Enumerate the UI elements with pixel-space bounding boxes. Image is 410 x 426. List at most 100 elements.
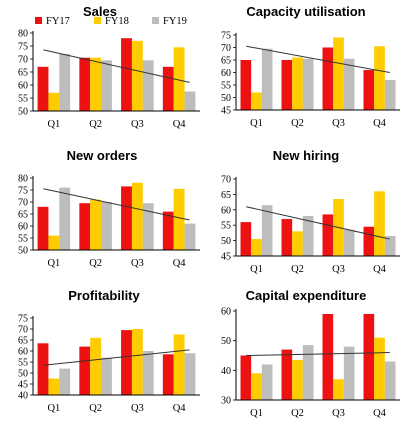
y-tick-label: 40 bbox=[18, 391, 28, 402]
bar-fy19-q2 bbox=[302, 58, 314, 110]
bar-fy17-q2 bbox=[79, 57, 91, 111]
bar-fy19-q3 bbox=[343, 229, 355, 256]
bar-fy17-q4 bbox=[363, 313, 375, 400]
y-tick-label: 50 bbox=[18, 107, 28, 118]
bar-fy18-q1 bbox=[251, 373, 262, 400]
bar-fy19-q2 bbox=[101, 202, 112, 250]
bar-fy17-q1 bbox=[37, 66, 49, 111]
y-tick-label: 60 bbox=[18, 81, 28, 92]
y-tick-label: 55 bbox=[221, 81, 231, 92]
bar-fy18-q1 bbox=[48, 378, 60, 395]
bar-fy17-q2 bbox=[281, 219, 293, 256]
bar-fy17-q3 bbox=[121, 186, 132, 250]
bar-fy18-q2 bbox=[292, 231, 303, 256]
chart-panel: Sales 50 55 60 65 70 75 80 Q1 Q2 Q3 Q4 bbox=[18, 4, 200, 130]
bar-fy19-q4 bbox=[184, 353, 196, 395]
bar-fy18-q4 bbox=[374, 46, 385, 110]
bar-fy18-q1 bbox=[48, 235, 60, 250]
bar-fy17-q3 bbox=[322, 214, 334, 256]
x-tick-label: Q1 bbox=[250, 264, 263, 275]
bar-fy18-q4 bbox=[374, 337, 385, 400]
trend-line bbox=[246, 206, 390, 240]
chart-panel: Capital expenditure 30 40 50 60 Q1 Q2 Q3 Q4 bbox=[221, 288, 400, 419]
x-tick-label: Q1 bbox=[47, 403, 60, 414]
bar-fy19-q1 bbox=[261, 364, 273, 400]
y-tick-label: 65 bbox=[18, 68, 28, 79]
bar-fy17-q4 bbox=[162, 354, 174, 395]
chart-title: Sales bbox=[83, 4, 117, 19]
x-tick-label: Q2 bbox=[89, 258, 102, 269]
x-tick-label: Q2 bbox=[89, 119, 102, 130]
y-tick-label: 80 bbox=[18, 174, 28, 185]
y-tick-label: 75 bbox=[18, 186, 28, 197]
bar-fy18-q1 bbox=[48, 92, 60, 111]
chart-title: Capital expenditure bbox=[246, 288, 367, 303]
legend-swatch-fy18 bbox=[94, 17, 101, 24]
y-tick-label: 65 bbox=[18, 210, 28, 221]
bar-fy19-q2 bbox=[101, 60, 112, 111]
trend-line bbox=[43, 188, 190, 221]
y-tick-label: 70 bbox=[221, 43, 231, 54]
bar-fy17-q1 bbox=[240, 222, 252, 256]
bar-fy19-q4 bbox=[184, 91, 196, 111]
bar-fy19-q4 bbox=[384, 361, 396, 400]
bar-fy18-q2 bbox=[90, 57, 102, 111]
bar-fy17-q3 bbox=[121, 38, 132, 112]
bar-fy17-q2 bbox=[281, 349, 293, 400]
bar-fy18-q3 bbox=[131, 182, 143, 250]
bar-fy19-q3 bbox=[142, 60, 154, 111]
bar-fy17-q4 bbox=[162, 66, 174, 111]
bar-fy19-q2 bbox=[302, 345, 314, 400]
bar-fy18-q2 bbox=[90, 199, 102, 250]
bar-fy18-q2 bbox=[292, 359, 303, 400]
bar-fy19-q2 bbox=[101, 357, 112, 395]
bar-fy19-q1 bbox=[59, 187, 71, 250]
y-tick-label: 50 bbox=[18, 369, 28, 380]
bar-fy17-q1 bbox=[240, 60, 252, 110]
bar-fy17-q1 bbox=[37, 206, 49, 250]
x-tick-label: Q4 bbox=[373, 118, 387, 129]
legend-label-fy19: FY19 bbox=[163, 16, 187, 27]
chart-title: Profitability bbox=[68, 288, 140, 303]
y-tick-label: 45 bbox=[18, 380, 28, 391]
y-tick-label: 70 bbox=[221, 175, 231, 186]
x-tick-label: Q1 bbox=[47, 119, 60, 130]
y-tick-label: 60 bbox=[18, 347, 28, 358]
bar-fy17-q2 bbox=[281, 60, 293, 110]
y-tick-label: 65 bbox=[221, 56, 231, 67]
chart-title: Capacity utilisation bbox=[246, 4, 365, 19]
y-tick-label: 40 bbox=[221, 366, 231, 377]
bar-fy18-q4 bbox=[173, 188, 185, 250]
x-tick-label: Q3 bbox=[332, 264, 345, 275]
y-tick-label: 30 bbox=[221, 396, 231, 407]
x-tick-label: Q2 bbox=[291, 408, 304, 419]
bar-fy19-q1 bbox=[261, 205, 273, 256]
y-tick-label: 75 bbox=[18, 314, 28, 325]
bar-fy19-q4 bbox=[384, 235, 396, 256]
trend-line bbox=[246, 45, 390, 73]
bar-fy19-q3 bbox=[343, 58, 355, 110]
bar-fy18-q3 bbox=[131, 329, 143, 395]
bar-fy17-q2 bbox=[79, 203, 91, 250]
x-tick-label: Q3 bbox=[332, 118, 345, 129]
y-tick-label: 55 bbox=[18, 94, 28, 105]
y-tick-label: 60 bbox=[221, 307, 231, 318]
x-tick-label: Q2 bbox=[291, 118, 304, 129]
trend-line bbox=[246, 352, 390, 356]
bar-fy18-q2 bbox=[292, 57, 303, 110]
trend-line bbox=[43, 349, 190, 366]
bar-fy18-q4 bbox=[374, 191, 385, 256]
chart-title: New orders bbox=[67, 148, 138, 163]
x-tick-label: Q3 bbox=[131, 258, 144, 269]
bar-fy17-q4 bbox=[363, 226, 375, 256]
bar-fy19-q3 bbox=[343, 346, 355, 400]
bar-fy19-q3 bbox=[142, 203, 154, 250]
bar-fy18-q1 bbox=[251, 239, 262, 256]
x-tick-label: Q4 bbox=[373, 264, 387, 275]
y-tick-label: 55 bbox=[18, 358, 28, 369]
bar-fy17-q4 bbox=[162, 211, 174, 250]
